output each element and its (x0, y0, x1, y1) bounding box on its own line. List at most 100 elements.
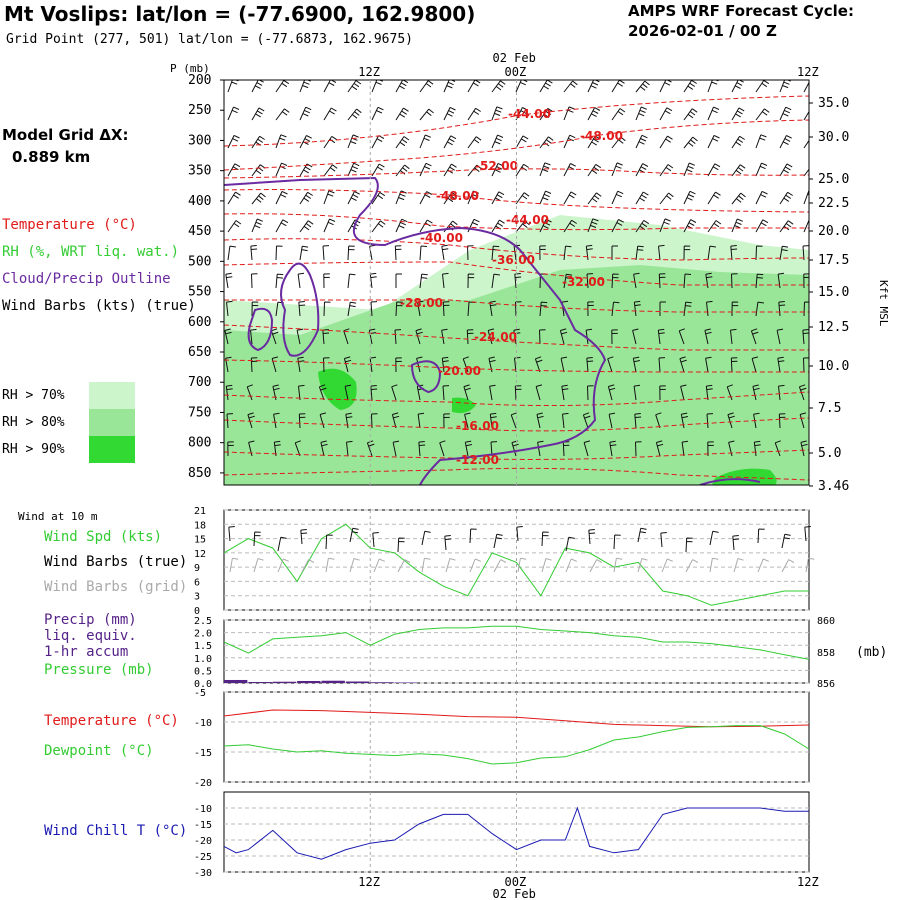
wind-barb-upper (224, 328, 232, 345)
label-wind-barbs-grid: Wind Barbs (grid) (44, 579, 188, 595)
rh-shade-4 (452, 397, 476, 414)
wind-barb-upper (683, 162, 695, 177)
wind-barb-upper (727, 412, 735, 429)
wind-barb-upper (299, 245, 309, 261)
label-liq-equiv: liq. equiv. (44, 628, 137, 644)
wind-barb-upper (275, 273, 284, 289)
wind-barb-upper (395, 136, 410, 149)
upper-panel-fill (224, 80, 809, 485)
label-temperature: Temperature (°C) (44, 713, 179, 729)
temperature-contour (224, 95, 809, 147)
wind-barb-10m-true (349, 527, 359, 543)
wind-barb-upper (681, 440, 689, 457)
wind-barb-upper (395, 273, 402, 288)
wind-barb-upper (299, 191, 313, 205)
windchill-panel-ytick-label: -30 (194, 868, 212, 879)
wind-barb-upper (275, 162, 288, 177)
wind-barb-upper (607, 384, 616, 401)
wind-barb-10m-true (253, 531, 261, 547)
wind-barb-upper (680, 412, 688, 429)
wind-barb-upper (489, 384, 496, 401)
wind-barb-upper (803, 110, 809, 121)
bottom-date-label: 02 Feb (493, 887, 536, 900)
wind-barb-upper (778, 413, 786, 429)
wind-barb-upper (319, 412, 327, 429)
wind-barb-upper (680, 384, 687, 401)
wind-barb-upper (730, 245, 738, 261)
wind-barb-upper (728, 440, 735, 457)
wind-barb-upper (659, 135, 673, 149)
wind-barb-upper (227, 441, 234, 457)
wind-barb-upper (803, 168, 809, 177)
wind-barb-upper (515, 301, 522, 317)
wind-barb-upper (225, 384, 233, 401)
pressure-tick-label: 700 (188, 375, 211, 390)
wind-barb-upper (227, 220, 242, 233)
wind-barb-upper (322, 245, 330, 261)
wind-barb-upper (462, 356, 469, 373)
label-pressure: Pressure (mb) (44, 662, 154, 678)
temperature-contour (224, 449, 809, 460)
pressure-tick-label: 400 (188, 194, 211, 209)
wind-barb-upper (658, 273, 666, 289)
wind-barb-upper (634, 413, 642, 429)
wind-barb-upper (299, 106, 312, 121)
wind-barb-upper (369, 272, 377, 289)
wind-barb-10m-grid (325, 557, 335, 573)
wind-barb-upper (391, 412, 400, 429)
wind-barb-upper (706, 300, 713, 317)
wind-barb-upper (803, 301, 809, 317)
wind-barb-10m-grid (541, 558, 552, 573)
legend-rh80-label: RH > 80% (2, 415, 65, 430)
wind-barb-upper (394, 245, 402, 261)
wind-barb-upper (272, 384, 280, 401)
wind-barb-upper (707, 220, 722, 233)
wind-barb-upper (563, 191, 577, 205)
wind-barb-upper (443, 192, 458, 205)
wind-barb-10m-grid (277, 558, 289, 573)
wind-barb-upper (392, 440, 400, 457)
wind-barb-upper (467, 273, 475, 289)
wind-barb-upper (323, 135, 338, 149)
wind-barb-upper (491, 273, 500, 289)
wind-barb-upper (800, 440, 808, 457)
wind-barb-10m-grid (589, 559, 603, 573)
height-tick-label: 5.0 (818, 446, 841, 461)
label-1hr-accum: 1-hr accum (44, 644, 129, 660)
wind-barb-upper (539, 218, 552, 233)
wind-barb-10m-grid (565, 558, 577, 573)
pressure-axis-title: P (mb) (170, 62, 210, 75)
wind-barb-upper (755, 80, 770, 93)
wind-barb-upper (323, 218, 336, 233)
temperature-contour-label: -48.00 (580, 129, 623, 143)
wind-barb-upper (227, 245, 236, 261)
wind-barb-upper (539, 301, 548, 317)
wind-barb-upper (561, 384, 569, 401)
wind-barb-upper (779, 135, 792, 149)
wind-barb-upper (655, 412, 662, 429)
precip-bar (248, 681, 272, 683)
wind-barb-upper (251, 80, 264, 93)
temp-panel-ytick-label: -15 (194, 748, 212, 759)
wind-barb-upper (587, 80, 600, 93)
height-axis-title: Kft MSL (877, 280, 890, 327)
wind-barb-upper (587, 218, 599, 233)
wind-barb-10m-grid (517, 557, 527, 573)
wind-barb-upper (323, 357, 330, 373)
wind-barb-upper (683, 190, 696, 205)
wind-barb-upper (659, 164, 674, 177)
wind-barb-upper (755, 108, 770, 121)
pressure-tick-label: 350 (188, 164, 211, 179)
wind-barb-upper (704, 328, 712, 345)
wind-barb-10m-true (709, 530, 719, 546)
wind-barb-upper (803, 139, 809, 149)
wind-barb-upper (658, 357, 666, 373)
height-tick-label: 20.0 (818, 224, 849, 239)
wind-barb-upper (510, 412, 517, 429)
temperature-contour-label: -20.00 (438, 364, 481, 378)
wind-barb-upper (633, 300, 641, 317)
wind-barb-upper (635, 106, 647, 121)
wind-barb-10m-true (372, 532, 379, 548)
wind-barb-upper (779, 163, 793, 177)
